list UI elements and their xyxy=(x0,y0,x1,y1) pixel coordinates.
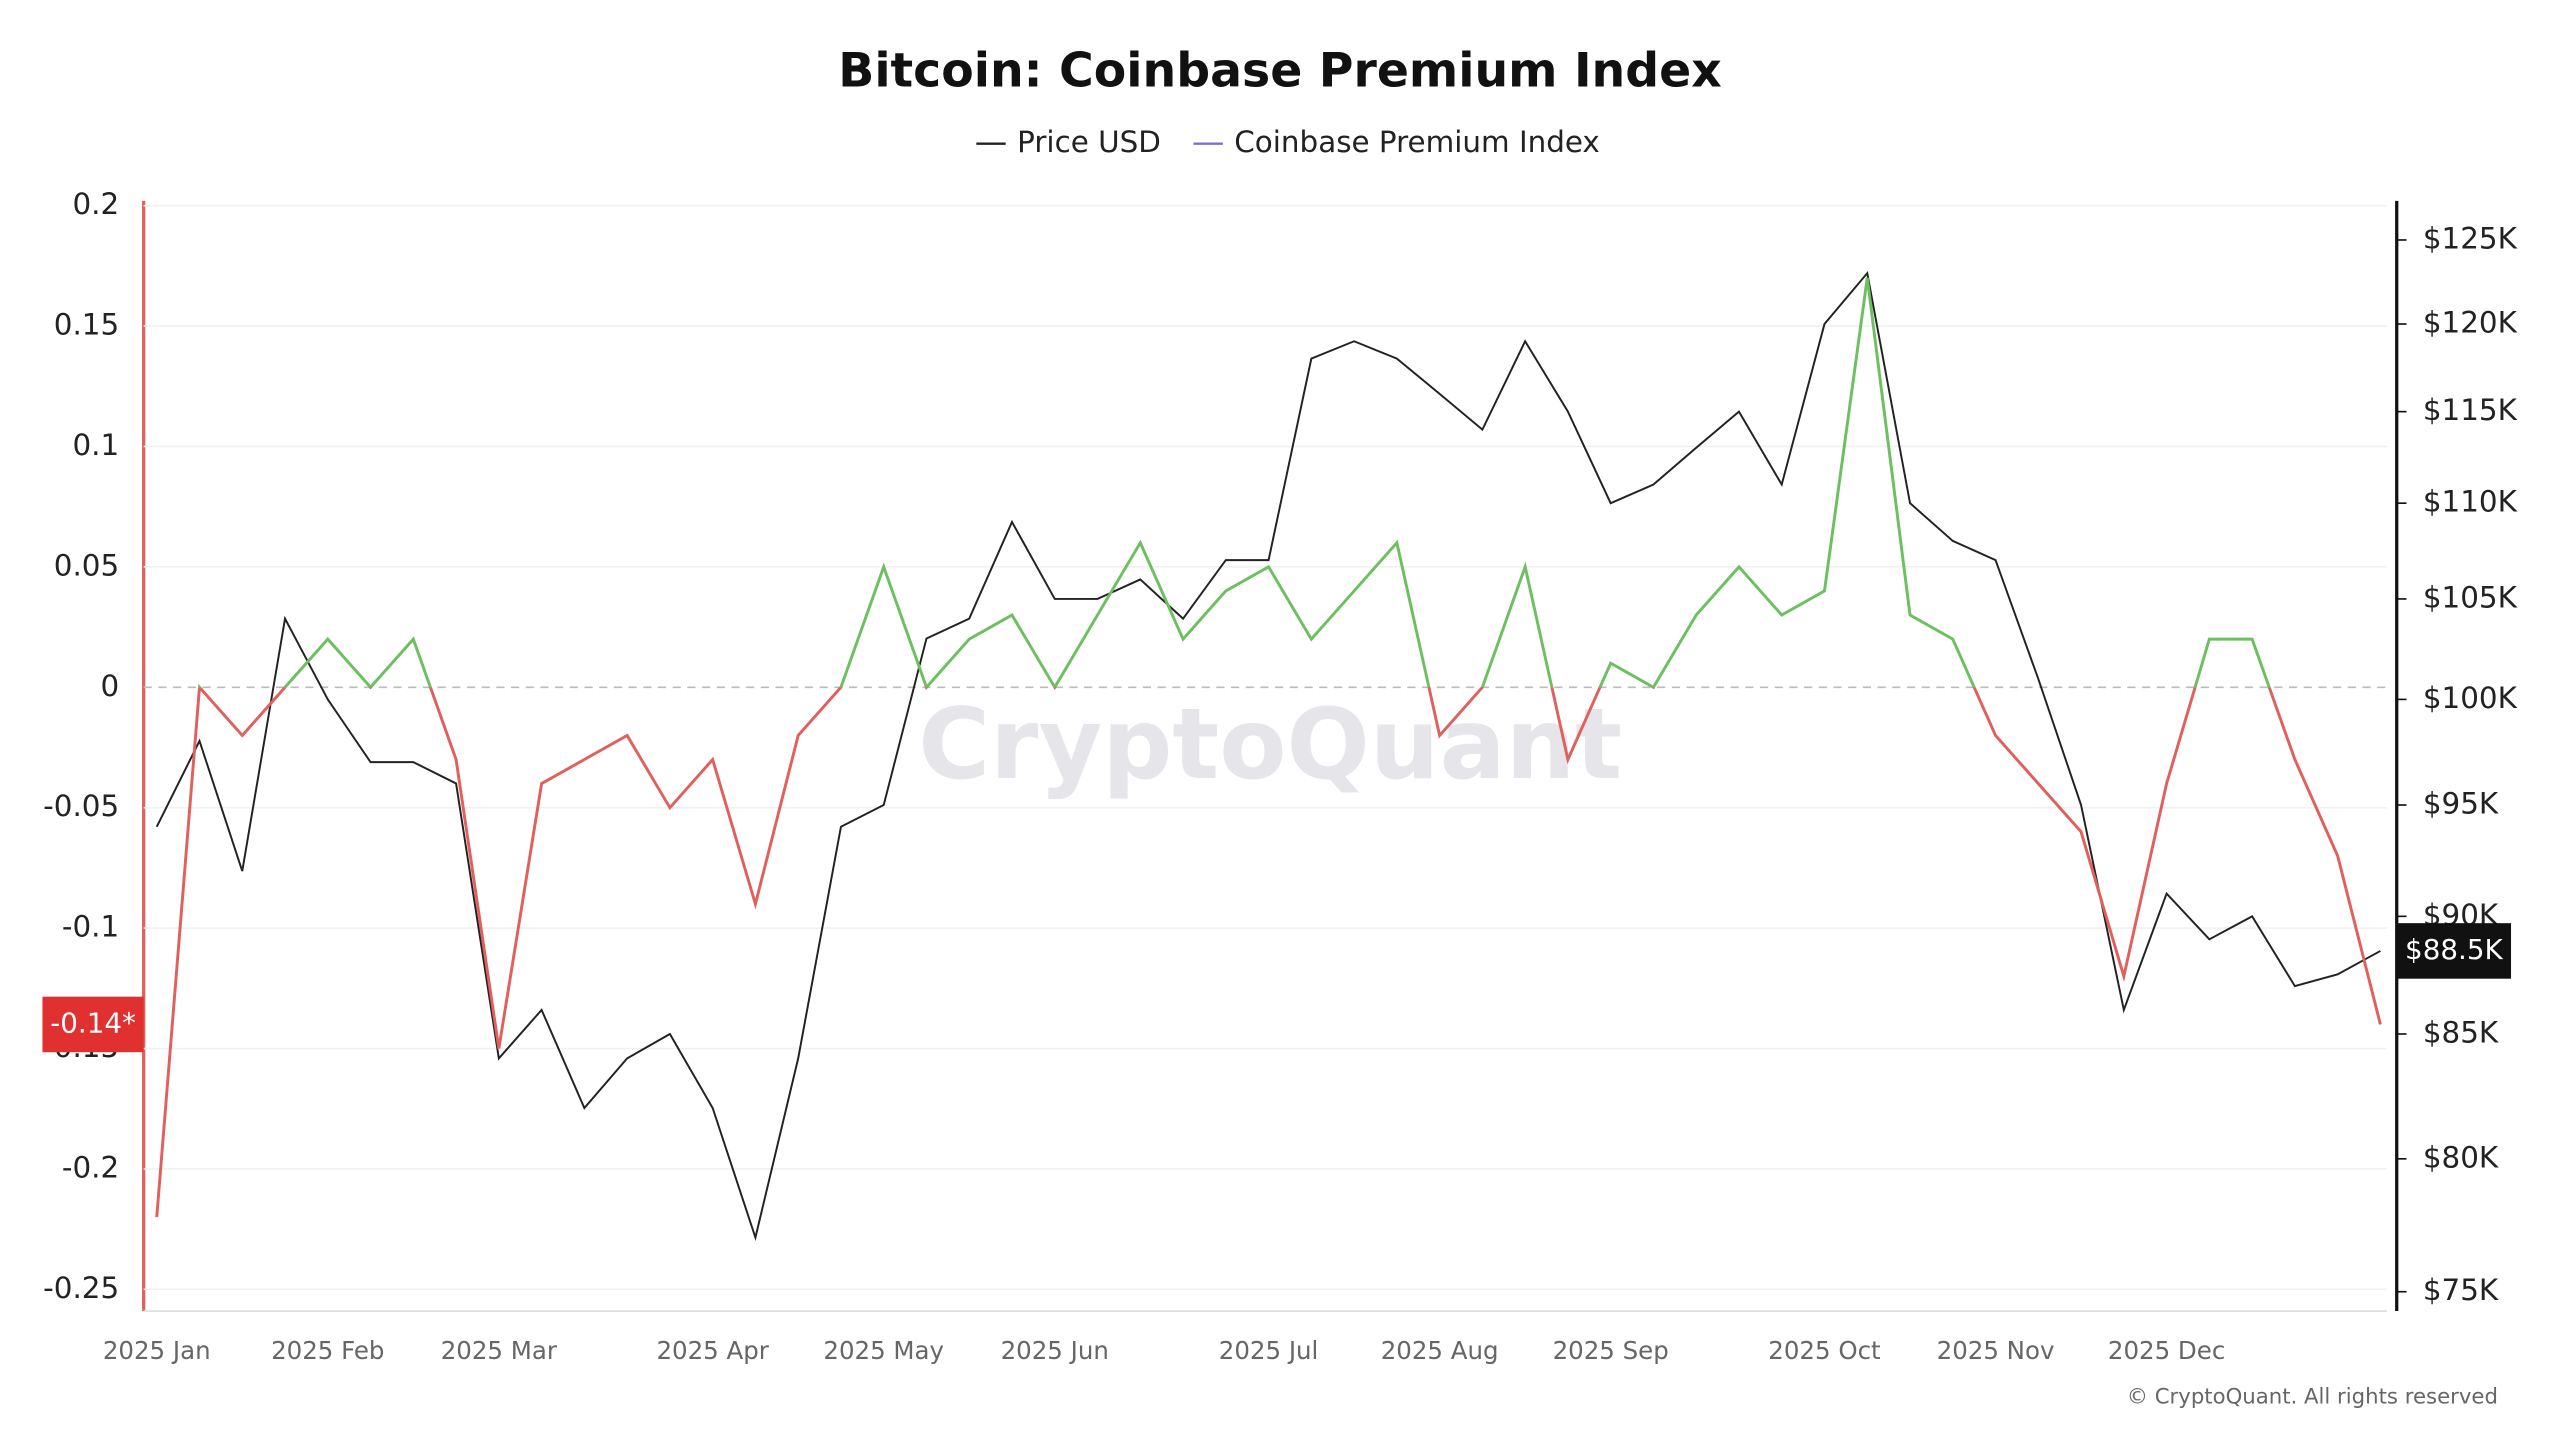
y2-tick-label: $110K xyxy=(2423,485,2518,519)
premium-line-positive xyxy=(198,277,2271,688)
x-tick-label: 2025 Apr xyxy=(656,1336,769,1365)
x-tick-label: 2025 Nov xyxy=(1937,1336,2055,1365)
footer: © CryptoQuant. All rights reserved xyxy=(2127,1385,2498,1410)
last-price-label: $88.5K xyxy=(2405,933,2503,966)
y2-tick-label: $100K xyxy=(2423,681,2518,715)
x-tick-label: 2025 Jan xyxy=(103,1336,211,1365)
y-tick-label: -0.25 xyxy=(43,1271,119,1305)
y2-tick-label: $95K xyxy=(2423,787,2499,821)
last-price-box xyxy=(2396,923,2512,979)
y-tick-label: -0.2 xyxy=(62,1150,119,1184)
y-tick-label: -0.05 xyxy=(43,789,119,823)
chart-title: Bitcoin: Coinbase Premium Index xyxy=(838,43,1721,98)
last-premium-box xyxy=(42,996,144,1053)
y-tick-label: 0.05 xyxy=(54,548,119,582)
x-tick-label: 2025 Jul xyxy=(1219,1336,1319,1365)
last-premium-label: -0.14* xyxy=(50,1006,136,1039)
y2-tick-label: $75K xyxy=(2423,1273,2499,1307)
y-tick-label: 0.2 xyxy=(72,187,119,221)
watermark: CryptoQuant xyxy=(918,688,1622,802)
legend-label: Coinbase Premium Index xyxy=(1234,125,1600,159)
x-tick-label: 2025 Aug xyxy=(1381,1336,1499,1365)
x-tick-label: 2025 Oct xyxy=(1768,1336,1881,1365)
y-tick-label: -0.1 xyxy=(62,910,119,944)
y2-tick-label: $115K xyxy=(2423,393,2518,427)
x-tick-label: 2025 Feb xyxy=(271,1336,384,1365)
x-tick-label: 2025 May xyxy=(823,1336,944,1365)
x-tick-label: 2025 Jun xyxy=(1001,1336,1109,1365)
premium-line-negative xyxy=(155,687,2382,1218)
y2-tick-label: $85K xyxy=(2423,1016,2499,1050)
x-tick-label: 2025 Mar xyxy=(441,1336,558,1365)
price-line xyxy=(155,270,2381,1242)
y-tick-label: 0.1 xyxy=(72,428,119,462)
y-tick-label: 0 xyxy=(100,669,119,703)
x-tick-label: 2025 Dec xyxy=(2108,1336,2225,1365)
y-tick-label: 0.15 xyxy=(54,308,119,342)
x-tick-label: 2025 Sep xyxy=(1553,1336,1669,1365)
y2-tick-label: $80K xyxy=(2423,1140,2499,1174)
legend-label: Price USD xyxy=(1017,125,1161,159)
y2-tick-label: $125K xyxy=(2423,221,2518,255)
y2-tick-label: $120K xyxy=(2423,306,2518,340)
y2-tick-label: $105K xyxy=(2423,580,2518,614)
